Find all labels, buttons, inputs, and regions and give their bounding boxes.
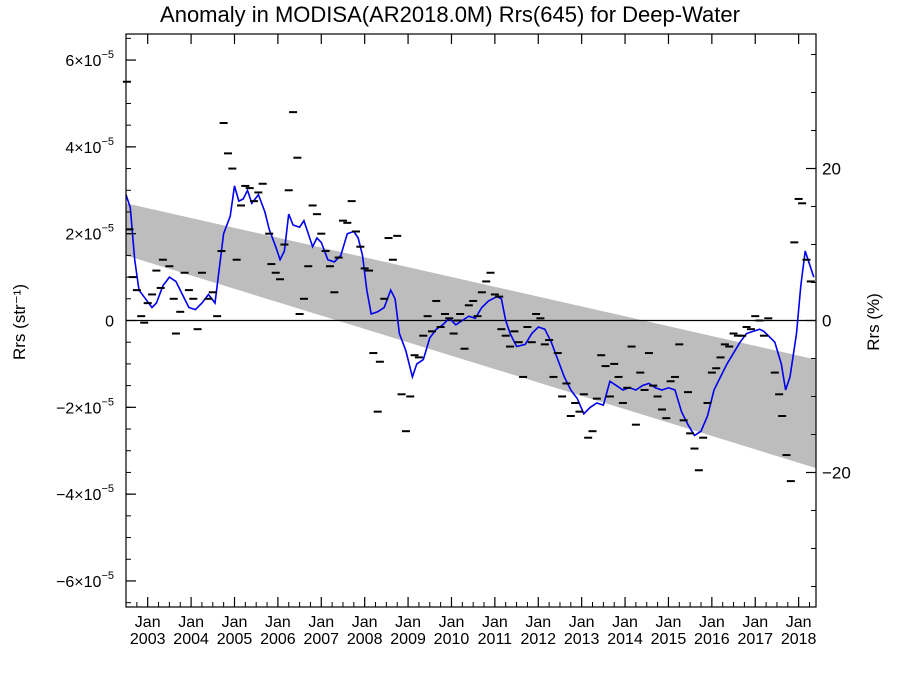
x-tick-month-1: Jan	[178, 614, 204, 631]
x-tick-year-3: 2006	[260, 631, 296, 648]
x-tick-month-10: Jan	[569, 614, 595, 631]
y-tick-label-1: 4×10−5	[65, 136, 114, 157]
x-tick-year-2: 2005	[217, 631, 253, 648]
x-tick-month-2: Jan	[222, 614, 248, 631]
x-tick-year-0: 2003	[130, 631, 166, 648]
x-tick-month-4: Jan	[308, 614, 334, 631]
x-tick-year-7: 2010	[434, 631, 470, 648]
x-tick-year-15: 2018	[781, 631, 817, 648]
y-tick-label-2: 2×10−5	[65, 223, 114, 244]
x-tick-year-13: 2016	[694, 631, 730, 648]
x-tick-month-15: Jan	[786, 614, 812, 631]
x-tick-month-8: Jan	[482, 614, 508, 631]
x-tick-year-8: 2011	[478, 631, 513, 648]
x-tick-year-14: 2017	[737, 631, 773, 648]
x-tick-month-13: Jan	[699, 614, 725, 631]
x-tick-month-7: Jan	[439, 614, 465, 631]
x-tick-year-10: 2013	[564, 631, 600, 648]
y-tick-label-6: −6×10−5	[56, 570, 114, 591]
x-tick-year-11: 2014	[607, 631, 643, 648]
chart-title: Anomaly in MODISA(AR2018.0M) Rrs(645) fo…	[160, 2, 740, 27]
x-tick-month-0: Jan	[135, 614, 161, 631]
x-tick-month-5: Jan	[352, 614, 378, 631]
right-tick-label-1: 0	[822, 312, 831, 331]
y-tick-label-4: −2×10−5	[56, 396, 114, 417]
x-tick-year-5: 2008	[347, 631, 383, 648]
y-tick-label-5: −4×10−5	[56, 483, 114, 504]
x-tick-month-6: Jan	[395, 614, 421, 631]
y-tick-label-0: 6×10−5	[65, 49, 114, 70]
trend-band	[126, 203, 816, 469]
x-tick-year-12: 2015	[651, 631, 687, 648]
x-tick-month-12: Jan	[656, 614, 682, 631]
x-tick-month-11: Jan	[612, 614, 638, 631]
x-tick-month-14: Jan	[742, 614, 768, 631]
right-tick-label-0: 20	[822, 160, 841, 179]
y-tick-label-3: 0	[105, 314, 114, 331]
x-tick-year-4: 2007	[303, 631, 339, 648]
x-tick-month-9: Jan	[525, 614, 551, 631]
x-tick-year-1: 2004	[173, 631, 209, 648]
right-tick-label-2: −20	[822, 463, 851, 482]
x-tick-year-9: 2012	[520, 631, 556, 648]
x-tick-year-6: 2009	[390, 631, 426, 648]
x-tick-month-3: Jan	[265, 614, 291, 631]
